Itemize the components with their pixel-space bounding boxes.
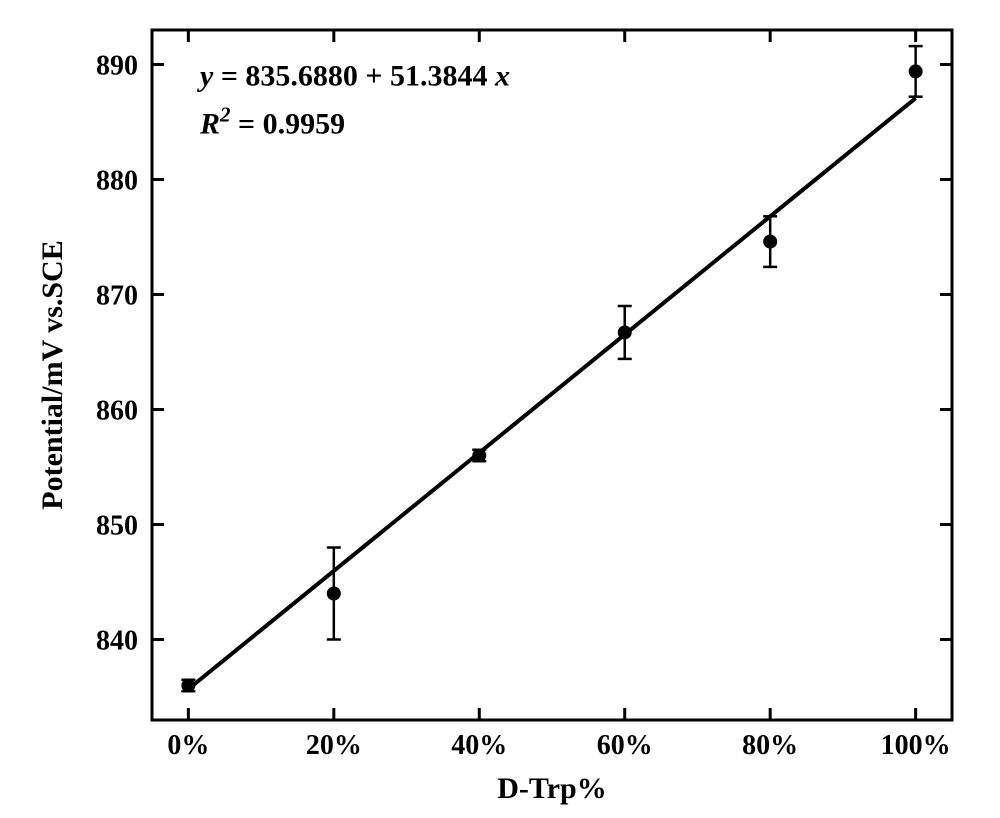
y-tick-label: 870 <box>96 281 138 312</box>
y-tick-label: 860 <box>96 396 138 427</box>
r-squared-annotation: R2 = 0.9959 <box>199 103 345 141</box>
data-point <box>909 65 922 78</box>
data-point <box>182 679 195 692</box>
x-tick-label: 40% <box>451 730 507 761</box>
y-tick-label: 850 <box>96 511 138 542</box>
x-tick-label: 100% <box>881 730 951 761</box>
fit-line <box>188 98 915 689</box>
data-point <box>618 326 631 339</box>
data-point <box>473 449 486 462</box>
equation-annotation: y = 835.6880 + 51.3844 x <box>197 59 510 92</box>
chart-container: 0% 20% 40% 60% 80% 100% 840 850 860 870 880 890 D-Tr… <box>0 0 1000 818</box>
data-point <box>764 235 777 248</box>
linear-fit-chart: 0% 20% 40% 60% 80% 100% 840 850 860 870 880 890 D-Tr… <box>0 0 1000 818</box>
y-tick-label: 890 <box>96 51 138 82</box>
x-tick-label: 20% <box>306 730 362 761</box>
x-tick-label: 0% <box>167 730 209 761</box>
y-tick-label: 840 <box>96 626 138 657</box>
x-tick-label: 80% <box>742 730 798 761</box>
y-axis-title: Potential/mV vs.SCE <box>36 240 69 509</box>
x-axis-title: D-Trp% <box>497 772 606 805</box>
x-tick-label: 60% <box>597 730 653 761</box>
data-point <box>327 587 340 600</box>
y-tick-label: 880 <box>96 166 138 197</box>
